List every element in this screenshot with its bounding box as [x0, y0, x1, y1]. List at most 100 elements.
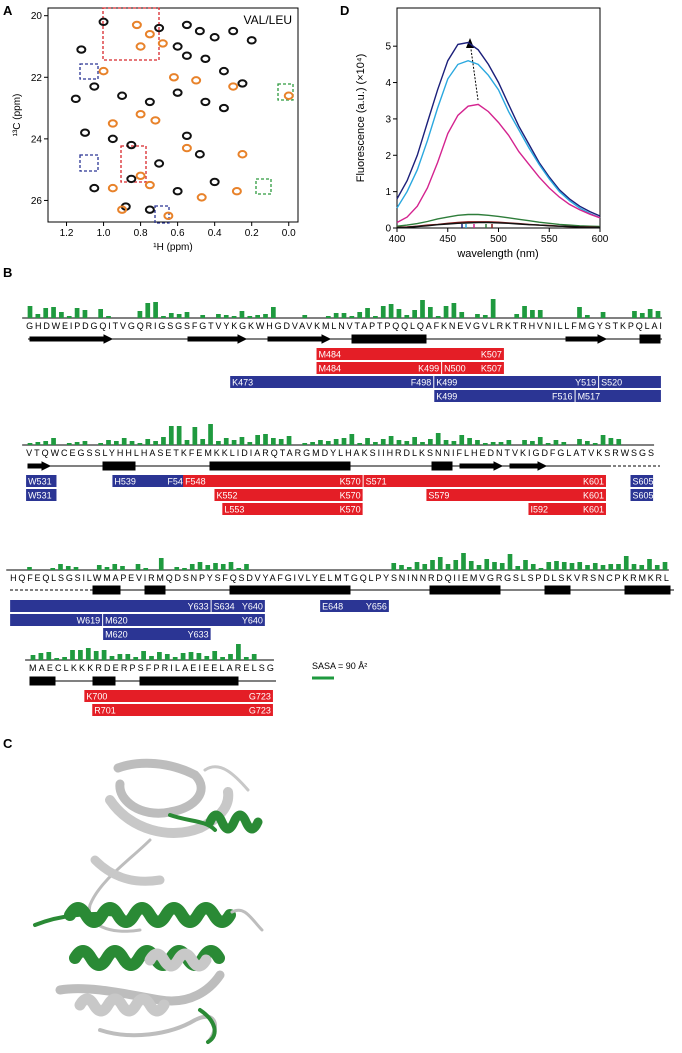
helix	[139, 676, 239, 686]
plot-frame	[396, 7, 601, 229]
sasa-bar	[239, 311, 245, 318]
peptide-box	[26, 489, 57, 501]
sasa-bar	[106, 440, 111, 445]
peak-markers	[461, 224, 493, 228]
peptide-label: S605	[633, 491, 654, 501]
sasa-bar	[125, 654, 131, 660]
helix	[102, 461, 136, 471]
panel-label: B	[3, 265, 12, 280]
y-tick-label: 0	[385, 224, 391, 235]
peptide-label: K507	[481, 364, 502, 374]
peak	[107, 183, 118, 193]
peptide-label: S571	[366, 477, 387, 487]
sheet	[105, 787, 234, 838]
peptide-box	[316, 348, 504, 360]
sheet	[55, 970, 225, 1006]
sequence: VTQWCEGSSLYHHLHASETKFEMKKLIDIARQTARGMDYL…	[26, 448, 654, 458]
sasa-bar	[85, 648, 91, 660]
sasa-bar	[137, 443, 143, 445]
sasa-bar	[98, 309, 104, 318]
sasa-bar	[174, 567, 180, 570]
loop	[98, 1014, 217, 1042]
loop	[203, 765, 250, 792]
peptide-box	[575, 390, 661, 402]
peptide-label: S634	[214, 602, 235, 612]
sasa-bar	[263, 314, 268, 318]
sasa-bar	[451, 303, 457, 318]
sasa-bar	[437, 557, 443, 570]
sasa-bar	[243, 657, 249, 660]
region-box	[79, 154, 99, 172]
sasa-bar	[522, 306, 527, 318]
sasa-bar	[93, 651, 99, 660]
sasa-bar	[231, 440, 237, 445]
peptide-label: S520	[601, 378, 622, 388]
y-axis-label: ¹³C (ppm)	[12, 94, 23, 137]
sasa-bar	[341, 438, 347, 445]
peptide-box	[103, 628, 211, 640]
peptide-label: L553	[224, 505, 244, 515]
sasa-bar	[228, 562, 234, 570]
sasa-bar	[498, 442, 504, 445]
sasa-bar	[468, 561, 474, 570]
sasa-bar	[141, 651, 146, 660]
x-tick-label: 0.6	[171, 228, 185, 239]
peptide-label: K499	[436, 392, 457, 402]
sasa-bar	[50, 568, 56, 570]
sasa-bar	[200, 439, 206, 445]
strand	[187, 334, 248, 344]
sasa-bar	[459, 435, 465, 445]
sasa-bar	[608, 438, 614, 445]
sasa-bar	[608, 564, 614, 570]
strand	[459, 461, 504, 471]
peptide-box	[103, 614, 265, 626]
sasa-bar	[59, 312, 64, 318]
peptide-label: I592	[530, 505, 548, 515]
peptide-box	[10, 600, 211, 612]
sasa-bar	[133, 657, 139, 660]
peptide-box	[630, 475, 654, 487]
sasa-legend: SASA = 90 Å²	[312, 661, 367, 671]
x-tick-label: 600	[592, 234, 609, 245]
sasa-bar	[616, 564, 621, 570]
panel-label: C	[3, 736, 13, 751]
sasa-bar	[420, 442, 425, 445]
sasa-bar	[318, 440, 323, 445]
sasa-bar	[391, 563, 397, 570]
sasa-bar	[435, 316, 441, 318]
sasa-bar	[639, 313, 645, 318]
sasa-bar	[600, 565, 606, 570]
peptide-label: M517	[578, 392, 601, 402]
helix	[429, 585, 501, 595]
sasa-bar	[357, 443, 363, 445]
sasa-bar	[168, 313, 174, 318]
sasa-bar	[341, 313, 347, 318]
y-tick-label: 1	[385, 187, 391, 198]
peak	[154, 159, 165, 168]
helix	[639, 334, 661, 344]
helix	[229, 585, 351, 595]
sheet	[113, 758, 206, 818]
sasa-bar	[121, 438, 127, 445]
peptide-box	[84, 690, 273, 702]
curve	[396, 221, 600, 229]
helix	[144, 585, 166, 595]
peptide-label: Y519	[575, 378, 596, 388]
sasa-bar	[236, 568, 242, 570]
peak	[163, 211, 174, 221]
peak	[107, 119, 118, 128]
sasa-bar	[239, 437, 245, 445]
peak	[181, 131, 192, 140]
strand	[29, 334, 114, 344]
region-boxes	[79, 7, 294, 224]
sasa-bar	[333, 313, 339, 318]
peptide-label: W531	[28, 491, 52, 501]
peptide-label: W531	[28, 477, 52, 487]
x-tick-label: 550	[541, 234, 558, 245]
sasa-bar	[545, 443, 551, 445]
sasa-bar	[137, 311, 143, 318]
peptide-box	[434, 390, 575, 402]
peptide-label: F516	[552, 392, 573, 402]
peptide-box	[434, 376, 599, 388]
